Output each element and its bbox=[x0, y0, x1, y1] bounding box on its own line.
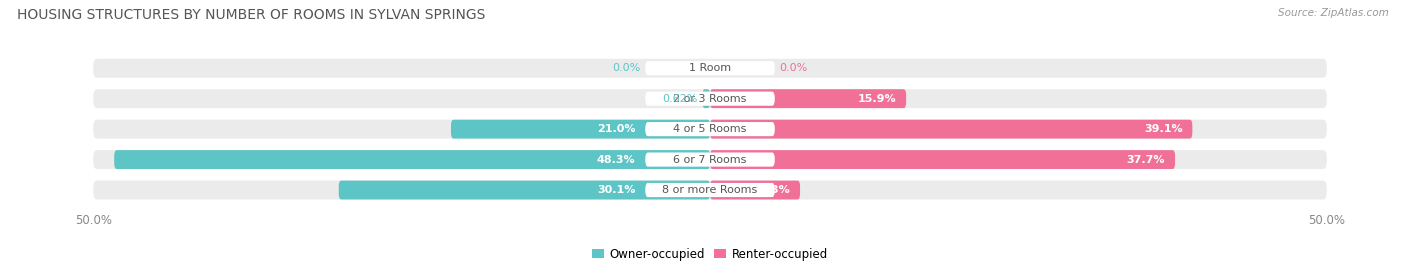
FancyBboxPatch shape bbox=[645, 61, 775, 75]
FancyBboxPatch shape bbox=[710, 89, 905, 108]
Text: 0.0%: 0.0% bbox=[612, 63, 640, 73]
Legend: Owner-occupied, Renter-occupied: Owner-occupied, Renter-occupied bbox=[586, 243, 834, 265]
Text: 7.3%: 7.3% bbox=[759, 185, 790, 195]
FancyBboxPatch shape bbox=[645, 153, 775, 167]
FancyBboxPatch shape bbox=[93, 89, 1327, 108]
Text: 4 or 5 Rooms: 4 or 5 Rooms bbox=[673, 124, 747, 134]
Text: 39.1%: 39.1% bbox=[1144, 124, 1182, 134]
FancyBboxPatch shape bbox=[645, 122, 775, 136]
Text: 37.7%: 37.7% bbox=[1126, 155, 1166, 165]
Text: 48.3%: 48.3% bbox=[596, 155, 636, 165]
FancyBboxPatch shape bbox=[93, 150, 1327, 169]
Text: 0.0%: 0.0% bbox=[780, 63, 808, 73]
Text: Source: ZipAtlas.com: Source: ZipAtlas.com bbox=[1278, 8, 1389, 18]
FancyBboxPatch shape bbox=[114, 150, 710, 169]
Text: 0.62%: 0.62% bbox=[662, 94, 697, 104]
FancyBboxPatch shape bbox=[451, 120, 710, 139]
FancyBboxPatch shape bbox=[703, 89, 710, 108]
FancyBboxPatch shape bbox=[339, 180, 710, 200]
FancyBboxPatch shape bbox=[93, 59, 1327, 78]
FancyBboxPatch shape bbox=[710, 120, 1192, 139]
FancyBboxPatch shape bbox=[93, 180, 1327, 200]
Text: 30.1%: 30.1% bbox=[598, 185, 636, 195]
Text: 1 Room: 1 Room bbox=[689, 63, 731, 73]
Text: 8 or more Rooms: 8 or more Rooms bbox=[662, 185, 758, 195]
FancyBboxPatch shape bbox=[710, 150, 1175, 169]
Text: HOUSING STRUCTURES BY NUMBER OF ROOMS IN SYLVAN SPRINGS: HOUSING STRUCTURES BY NUMBER OF ROOMS IN… bbox=[17, 8, 485, 22]
FancyBboxPatch shape bbox=[645, 183, 775, 197]
Text: 21.0%: 21.0% bbox=[598, 124, 636, 134]
Text: 6 or 7 Rooms: 6 or 7 Rooms bbox=[673, 155, 747, 165]
Text: 15.9%: 15.9% bbox=[858, 94, 896, 104]
Text: 2 or 3 Rooms: 2 or 3 Rooms bbox=[673, 94, 747, 104]
FancyBboxPatch shape bbox=[645, 91, 775, 106]
FancyBboxPatch shape bbox=[93, 120, 1327, 139]
FancyBboxPatch shape bbox=[710, 180, 800, 200]
